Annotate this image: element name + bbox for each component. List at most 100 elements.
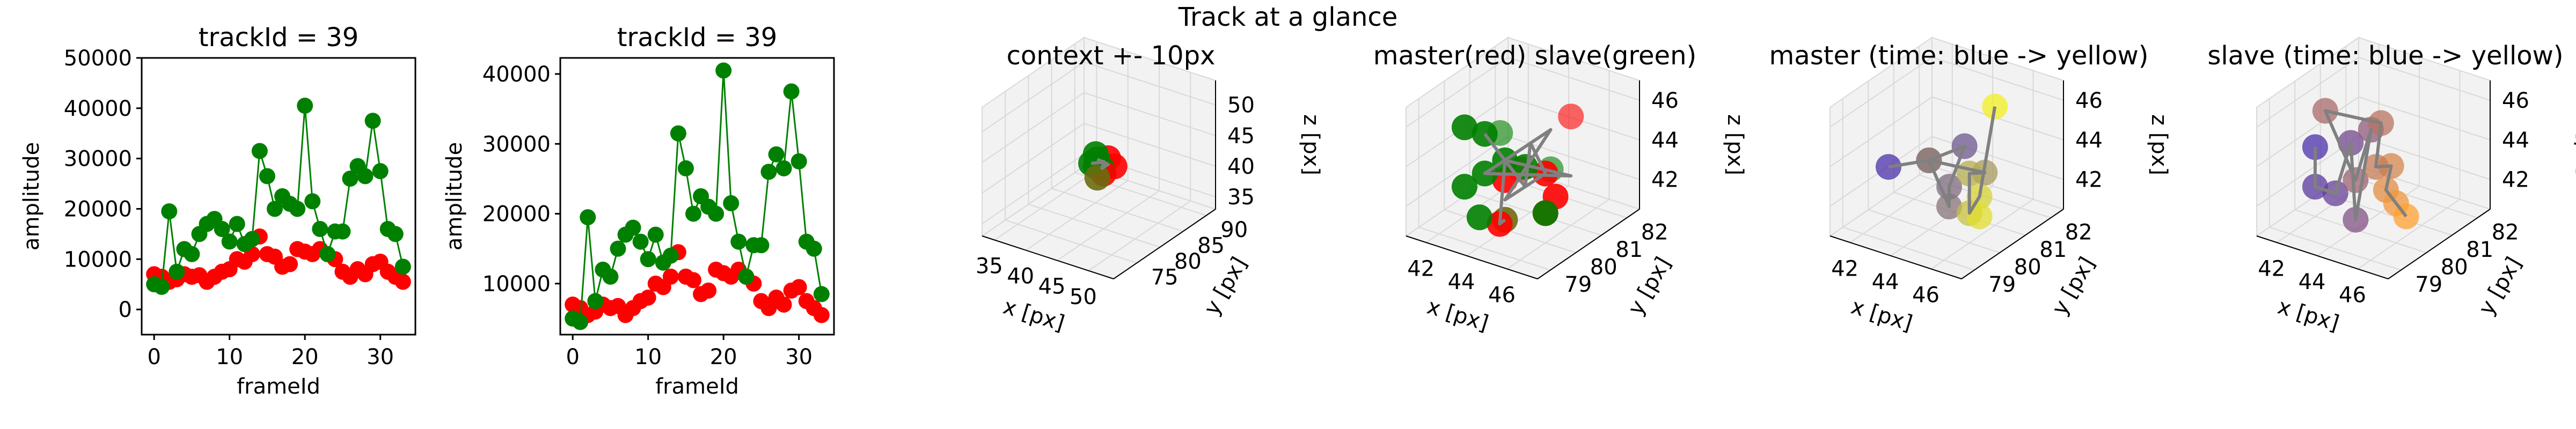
data-point-slave xyxy=(312,220,328,237)
y-axis-line xyxy=(1537,209,1640,279)
y-axis-line xyxy=(2388,209,2491,279)
x-axis-label: x [px] xyxy=(1424,294,1491,336)
y-tick-label: 30000 xyxy=(64,147,132,172)
data-point-slave xyxy=(806,240,822,257)
data-point-slave xyxy=(372,163,389,180)
y-tick-label: 80 xyxy=(2441,255,2468,279)
data-point-slave xyxy=(1532,200,1558,226)
y-tick-label: 80 xyxy=(1174,249,1202,274)
z-tick-label: 46 xyxy=(2075,88,2103,113)
grid-line xyxy=(1919,46,2051,219)
z-tick-label: 35 xyxy=(1227,185,1255,210)
axes-frame xyxy=(559,57,835,336)
y-tick-label: 10000 xyxy=(482,272,551,297)
y-tick-label: 79 xyxy=(2415,272,2442,297)
data-point-slave xyxy=(184,246,200,262)
x-tick-label: 20 xyxy=(710,345,737,369)
data-point-slave xyxy=(259,168,275,184)
data-point-slave xyxy=(708,205,724,222)
y-tick-label: 79 xyxy=(1988,272,2016,297)
data-point-slave xyxy=(251,143,268,159)
data-point-master xyxy=(813,307,830,323)
data-point-slave xyxy=(1451,114,1477,140)
data-point-master xyxy=(282,256,298,272)
y-tick-label: 30000 xyxy=(482,132,551,157)
z-tick-label: 42 xyxy=(2075,168,2103,193)
track-path xyxy=(1888,106,1997,215)
grid-line xyxy=(1850,44,1953,243)
data-point-slave xyxy=(723,195,740,212)
chart-title: trackId = 39 xyxy=(199,23,359,53)
z-tick-label: 44 xyxy=(2502,128,2529,153)
grid-line xyxy=(1028,75,1160,248)
y-axis-line xyxy=(1113,209,1216,279)
y-axis-label: y [px] xyxy=(2474,253,2527,319)
x-tick-label: 10 xyxy=(216,345,243,369)
track-path xyxy=(1091,158,1110,171)
grid-line xyxy=(1930,70,2034,270)
x-tick-label: 45 xyxy=(1038,275,1066,299)
data-point-slave xyxy=(677,160,694,176)
data-point-slave xyxy=(153,278,170,295)
grid-line xyxy=(1829,136,2064,207)
x-axis-label: x [px] xyxy=(1000,294,1067,336)
data-point-slave xyxy=(364,113,381,129)
data-point-slave xyxy=(289,201,306,217)
data-point-slave xyxy=(647,226,664,243)
data-point-slave xyxy=(572,314,589,330)
z-tick-label: 44 xyxy=(2075,128,2103,153)
data-point-slave xyxy=(738,268,755,285)
z-tick-label: 50 xyxy=(1227,93,1255,118)
line-chart-1: trackId = 39 0 10 20 30 0 10000 20000 30000 40000… xyxy=(19,23,416,399)
y-tick-label: 50000 xyxy=(64,46,132,71)
data-point-slave xyxy=(813,286,830,302)
track-path xyxy=(1483,128,1573,226)
data-point-slave xyxy=(357,168,374,184)
z-tick-label: 46 xyxy=(1651,88,1679,113)
grid-line xyxy=(1829,96,2064,167)
grid-line xyxy=(982,92,1216,163)
z-tick-label: 46 xyxy=(2502,88,2529,113)
side-pane xyxy=(982,36,1085,237)
z-axis-label: z [px] xyxy=(2573,114,2576,175)
y-tick-label: 20000 xyxy=(482,202,551,227)
chart-title: trackId = 39 xyxy=(617,23,778,53)
x-tick-label: 42 xyxy=(1831,256,1858,281)
data-point-slave xyxy=(602,268,619,285)
data-point-slave xyxy=(715,62,732,79)
grid-line xyxy=(1005,91,1137,264)
data-point-slave xyxy=(1466,204,1492,231)
z-tick-label: 45 xyxy=(1227,124,1255,149)
grid-line xyxy=(1444,81,1576,254)
data-point-slave xyxy=(670,125,686,142)
chart-title: master (time: blue -> yellow) xyxy=(1769,41,2149,71)
grid-line xyxy=(1406,96,1640,167)
data-point-slave xyxy=(580,209,596,226)
z-axis-label: z [px] xyxy=(1299,114,1323,175)
x-axis-line xyxy=(1406,235,1538,279)
y-tick-label: 90 xyxy=(1220,218,1248,242)
x-tick-label: 50 xyxy=(1070,285,1097,309)
grid-line xyxy=(1074,43,1207,216)
data-point-slave xyxy=(760,164,777,180)
data-point-slave xyxy=(587,293,604,309)
data-point-slave xyxy=(334,223,351,240)
y-tick-label: 80 xyxy=(1590,255,1618,279)
data-point-slave xyxy=(730,233,747,250)
y-tick-label: 40000 xyxy=(64,97,132,121)
grid-line xyxy=(2317,57,2420,256)
grid-line xyxy=(1406,56,1640,128)
x-axis-label: x [px] xyxy=(1848,294,1915,336)
x-tick-label: 42 xyxy=(1407,256,1435,281)
data-point-slave xyxy=(753,237,770,254)
series-master xyxy=(565,244,830,323)
grid-line xyxy=(1088,72,1191,271)
grid-line xyxy=(1506,70,1610,270)
grid-line xyxy=(1051,60,1183,232)
data-point-slave xyxy=(297,98,313,114)
grid-line xyxy=(1842,98,1975,271)
grid-line xyxy=(982,61,1216,132)
grid-line xyxy=(2357,70,2461,270)
